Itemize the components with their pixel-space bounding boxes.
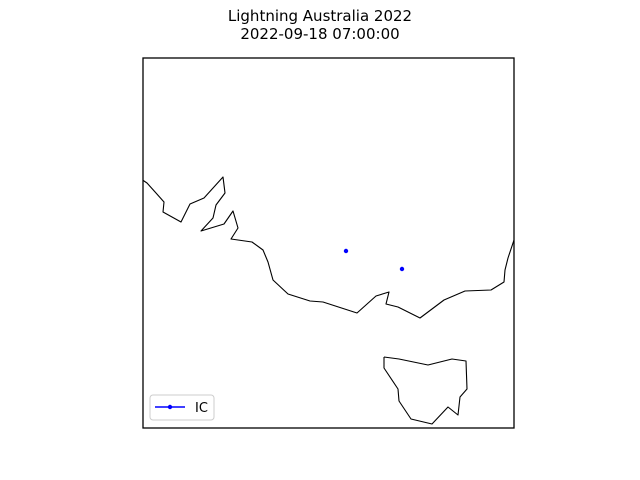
- coastline-south-australia: [143, 176, 514, 319]
- map-title: Lightning Australia 2022: [227, 7, 413, 25]
- legend: IC: [149, 394, 215, 421]
- ic-strike-marker: [399, 266, 405, 272]
- map-area: [143, 58, 514, 428]
- coastline-tasmania: [383, 356, 468, 425]
- map-title-block: Lightning Australia 2022 2022-09-18 07:0…: [0, 7, 640, 43]
- map-timestamp: 2022-09-18 07:00:00: [240, 25, 400, 43]
- legend-label-ic: IC: [195, 401, 208, 416]
- ic-strike-marker: [343, 248, 349, 254]
- legend-marker-icon: [167, 404, 173, 410]
- map-frame: [142, 57, 515, 429]
